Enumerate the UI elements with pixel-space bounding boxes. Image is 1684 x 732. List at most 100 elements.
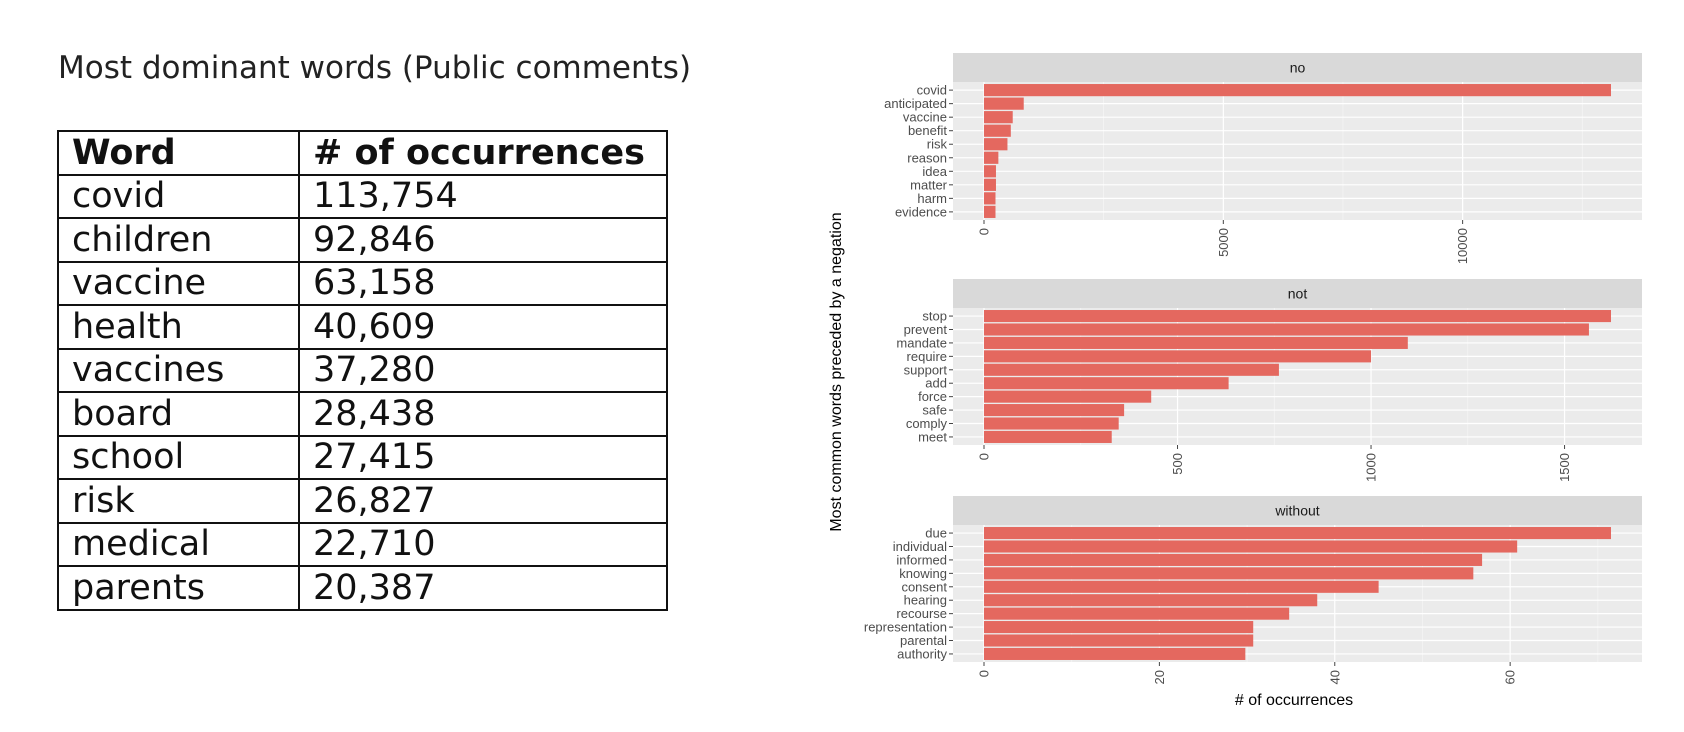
category-label: parental bbox=[900, 633, 947, 648]
bar-no-risk bbox=[984, 138, 1008, 151]
panel-background bbox=[953, 82, 1642, 220]
bar-without-recourse bbox=[984, 607, 1290, 620]
count-cell: 26,827 bbox=[298, 478, 668, 524]
word-cell: covid bbox=[57, 173, 300, 219]
count-cell: 37,280 bbox=[298, 347, 668, 393]
category-label: comply bbox=[906, 416, 948, 431]
word-cell: vaccine bbox=[57, 260, 300, 306]
category-label: reason bbox=[907, 150, 947, 165]
count-cell: 20,387 bbox=[298, 565, 668, 611]
table-row: school 27,415 bbox=[57, 434, 668, 480]
bar-not-comply bbox=[984, 417, 1119, 430]
column-header-word: Word bbox=[57, 130, 300, 176]
page-title: Most dominant words (Public comments) bbox=[58, 50, 692, 86]
category-label: prevent bbox=[904, 322, 948, 337]
table-row: children 92,846 bbox=[57, 217, 668, 263]
x-tick-label: 500 bbox=[1170, 453, 1185, 475]
dominant-words-table: Word # of occurrences covid 113,754 child… bbox=[57, 130, 668, 611]
word-cell: parents bbox=[57, 565, 300, 611]
count-cell: 113,754 bbox=[298, 173, 668, 219]
bar-no-benefit bbox=[984, 124, 1011, 137]
table-row: risk 26,827 bbox=[57, 478, 668, 524]
bar-without-parental bbox=[984, 634, 1254, 647]
word-cell: children bbox=[57, 217, 300, 263]
category-label: consent bbox=[901, 579, 947, 594]
category-label: hearing bbox=[904, 593, 947, 608]
word-cell: vaccines bbox=[57, 347, 300, 393]
count-cell: 22,710 bbox=[298, 521, 668, 567]
category-label: idea bbox=[922, 164, 947, 179]
bar-no-anticipated bbox=[984, 97, 1024, 110]
count-cell: 27,415 bbox=[298, 434, 668, 480]
table-row: parents 20,387 bbox=[57, 565, 668, 611]
table-row: health 40,609 bbox=[57, 304, 668, 350]
category-label: force bbox=[918, 389, 947, 404]
word-cell: medical bbox=[57, 521, 300, 567]
facet-strip bbox=[953, 53, 1642, 82]
bar-without-due bbox=[984, 527, 1611, 540]
bar-not-mandate bbox=[984, 336, 1408, 349]
category-label: vaccine bbox=[903, 110, 947, 125]
bar-no-reason bbox=[984, 151, 999, 164]
bar-not-meet bbox=[984, 430, 1112, 443]
x-tick-label: 10000 bbox=[1455, 228, 1470, 264]
bar-without-informed bbox=[984, 553, 1483, 566]
category-label: due bbox=[925, 526, 947, 541]
table-row: vaccines 37,280 bbox=[57, 347, 668, 393]
bar-not-stop bbox=[984, 310, 1611, 323]
category-label: evidence bbox=[895, 204, 947, 219]
x-tick-label: 0 bbox=[977, 453, 992, 460]
category-label: recourse bbox=[896, 606, 947, 621]
bar-not-safe bbox=[984, 404, 1125, 417]
table-row: board 28,438 bbox=[57, 391, 668, 437]
category-label: covid bbox=[917, 83, 947, 98]
chart-panels: no covidanticipatedvaccinebenefitriskreas… bbox=[864, 53, 1642, 684]
category-label: authority bbox=[897, 646, 947, 661]
category-label: informed bbox=[896, 552, 947, 567]
word-cell: health bbox=[57, 304, 300, 350]
category-label: matter bbox=[910, 177, 948, 192]
category-label: representation bbox=[864, 620, 947, 635]
column-header-occurrences: # of occurrences bbox=[298, 130, 668, 176]
bar-no-matter bbox=[984, 178, 996, 191]
word-cell: school bbox=[57, 434, 300, 480]
category-label: anticipated bbox=[884, 96, 947, 111]
count-cell: 92,846 bbox=[298, 217, 668, 263]
table-row: vaccine 63,158 bbox=[57, 260, 668, 306]
category-label: support bbox=[904, 362, 948, 377]
bar-without-hearing bbox=[984, 594, 1318, 607]
x-tick-label: 0 bbox=[977, 228, 992, 235]
bar-without-consent bbox=[984, 580, 1379, 593]
facet-strip-label: not bbox=[1288, 286, 1308, 302]
x-tick-label: 40 bbox=[1327, 670, 1342, 684]
bar-no-harm bbox=[984, 192, 996, 205]
x-tick-label: 1500 bbox=[1557, 453, 1572, 482]
facet-strip-label: without bbox=[1274, 503, 1319, 519]
x-tick-label: 0 bbox=[977, 670, 992, 677]
word-cell: board bbox=[57, 391, 300, 437]
category-label: stop bbox=[922, 309, 947, 324]
category-label: safe bbox=[922, 403, 947, 418]
facet-strip bbox=[953, 279, 1642, 308]
bar-without-representation bbox=[984, 621, 1254, 634]
table-header-row: Word # of occurrences bbox=[57, 130, 668, 176]
bar-not-add bbox=[984, 377, 1229, 390]
bar-not-support bbox=[984, 363, 1279, 376]
count-cell: 28,438 bbox=[298, 391, 668, 437]
count-cell: 40,609 bbox=[298, 304, 668, 350]
category-label: knowing bbox=[899, 566, 947, 581]
x-axis-title: # of occurrences bbox=[1235, 692, 1353, 709]
word-cell: risk bbox=[57, 478, 300, 524]
category-label: risk bbox=[927, 137, 948, 152]
y-axis-title: Most common words preceded by a negation bbox=[828, 212, 845, 531]
facet-strip-label: no bbox=[1290, 60, 1306, 76]
bar-no-evidence bbox=[984, 205, 996, 218]
category-label: benefit bbox=[908, 123, 947, 138]
x-tick-label: 60 bbox=[1503, 670, 1518, 684]
bar-no-idea bbox=[984, 165, 996, 178]
bar-not-force bbox=[984, 390, 1152, 403]
x-tick-label: 5000 bbox=[1216, 228, 1231, 257]
category-label: meet bbox=[918, 429, 947, 444]
category-label: individual bbox=[893, 539, 947, 554]
